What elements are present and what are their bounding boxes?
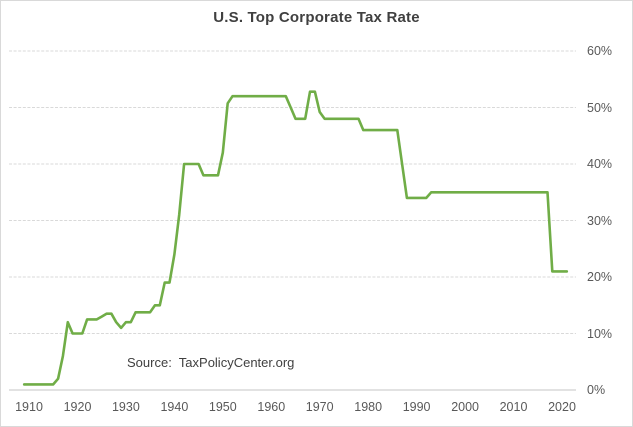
x-axis-tick-label: 2010 [499, 400, 528, 414]
x-axis-tick-label: 1950 [208, 400, 237, 414]
x-axis-tick-label: 1960 [257, 400, 286, 414]
y-axis-tick-label: 30% [587, 213, 613, 228]
x-axis-tick-label: 1990 [402, 400, 431, 414]
chart-title: U.S. Top Corporate Tax Rate [213, 9, 420, 26]
y-axis-tick-label: 40% [587, 157, 613, 171]
y-axis-tick-label: 0% [587, 383, 606, 397]
x-axis-tick-label: 1940 [160, 400, 189, 414]
y-axis-tick-label: 10% [587, 326, 613, 341]
tax-rate-line [22, 90, 569, 386]
x-axis-tick-label: 2020 [548, 400, 576, 414]
x-axis-tick-label: 1980 [354, 400, 383, 414]
y-axis-tick-label: 50% [587, 100, 613, 115]
x-axis-tick-label: 1930 [111, 400, 140, 414]
source-note: Source: TaxPolicyCenter.org [127, 355, 295, 370]
x-axis-tick-label: 2000 [451, 400, 479, 414]
x-axis-tick-label: 1910 [15, 400, 43, 414]
x-axis-tick-label: 1920 [63, 400, 92, 414]
y-axis-tick-label: 20% [587, 270, 613, 284]
y-axis-tick-label: 60% [587, 44, 613, 58]
x-axis-tick-label: 1970 [305, 400, 334, 414]
